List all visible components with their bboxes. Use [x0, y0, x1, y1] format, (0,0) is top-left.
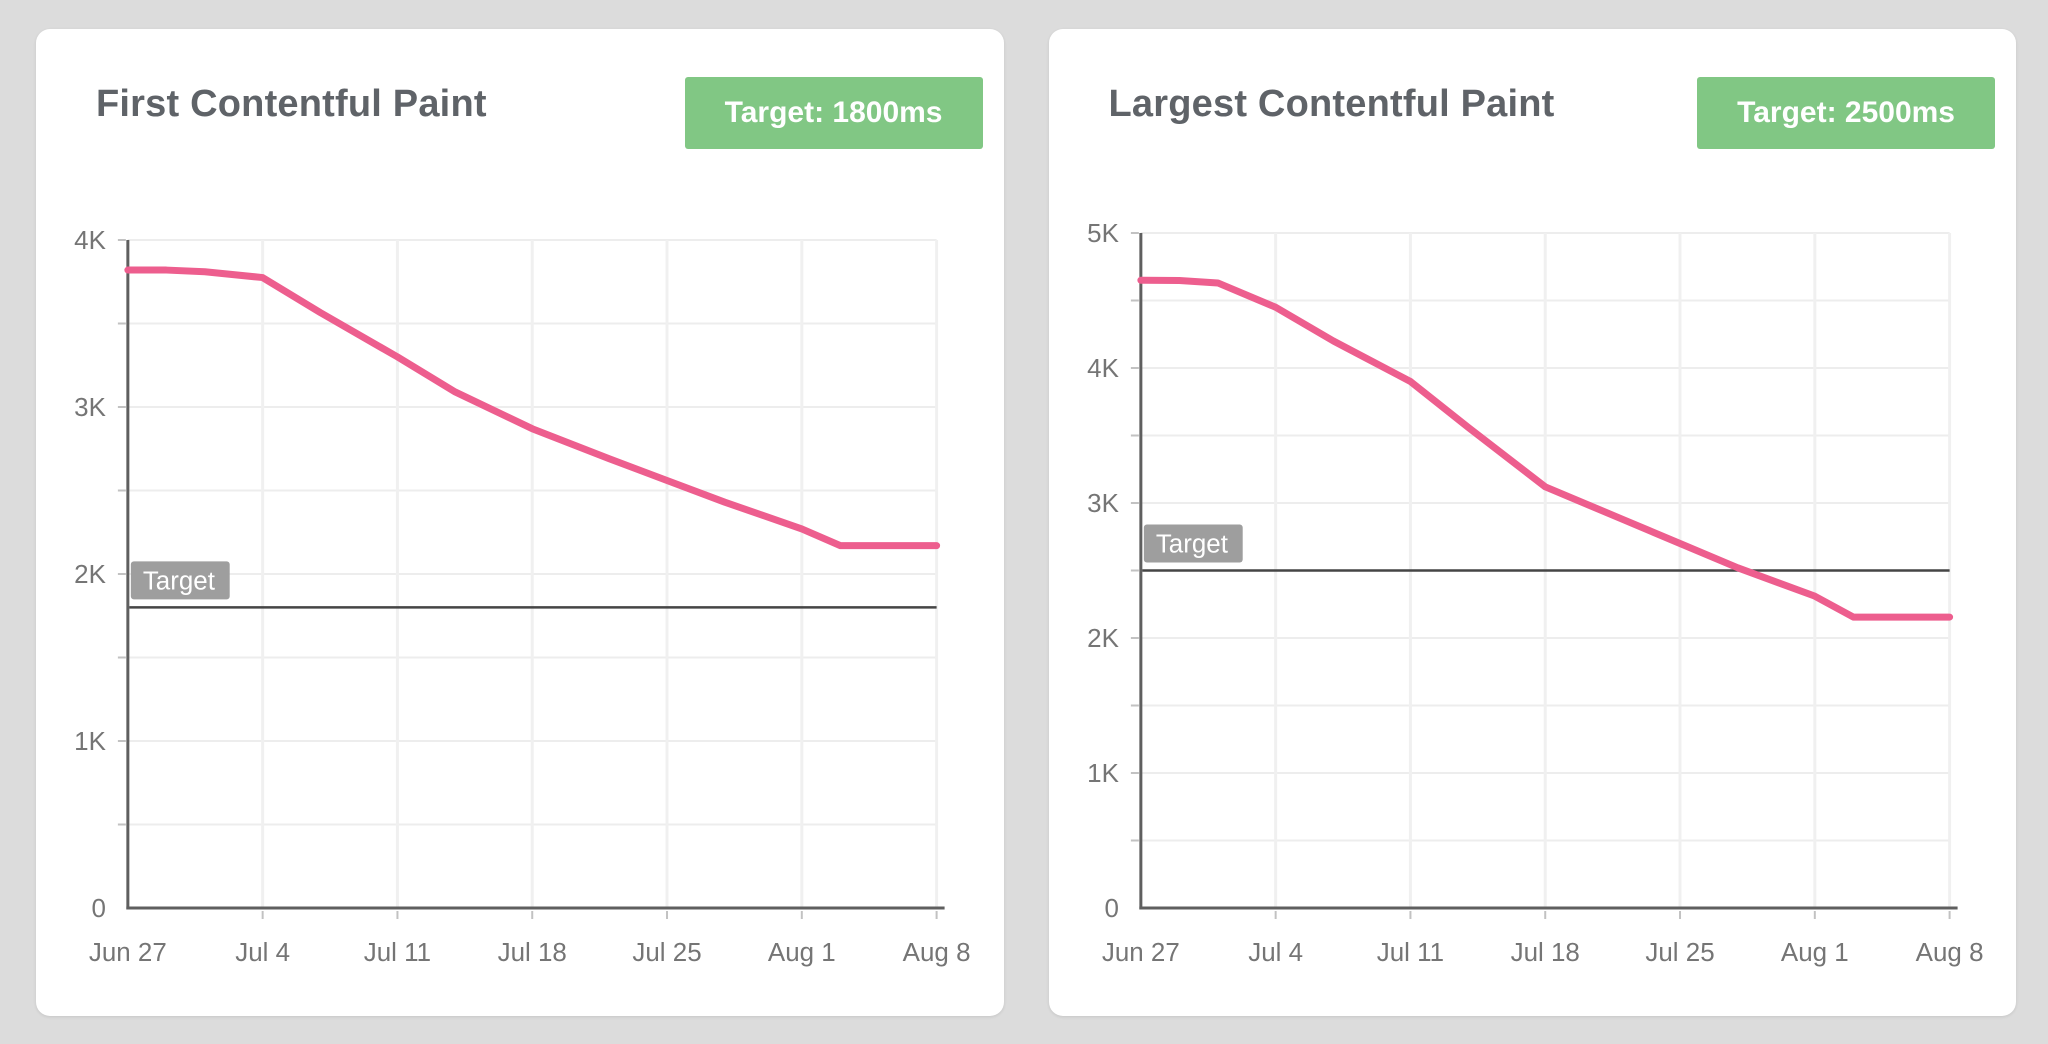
fcp-target-badge: Target: 1800ms	[684, 77, 983, 149]
lcp-line-chart: Target 0 1K 2K 3K 4K 5K Jun 27 Jul 4 Jul 11 Jul 18…	[1049, 29, 2017, 1016]
y-tick-label: 2K	[74, 559, 106, 589]
y-tick-label: 0	[91, 893, 105, 923]
y-tick-label: 3K	[1087, 488, 1119, 518]
x-tick-label: Aug 8	[1915, 937, 1983, 967]
fcp-line-chart: Target 0 1K 2K 3K 4K Jun 27 Jul 4 Jul 11 Jul 18 Ju…	[36, 29, 1004, 1016]
series-line	[1136, 276, 1953, 621]
y-tick-label: 1K	[74, 726, 106, 756]
x-tick-label: Jul 4	[1248, 937, 1303, 967]
lcp-card-header: Largest Contentful Paint Target: 2500ms	[1108, 77, 1995, 149]
fcp-card-title: First Contentful Paint	[96, 83, 487, 125]
fcp-card: First Contentful Paint Target: 1800ms Ta…	[36, 29, 1004, 1016]
target-label: Target	[143, 565, 216, 595]
x-tick-label: Aug 8	[903, 937, 971, 967]
x-tick-label: Jul 11	[1376, 937, 1443, 967]
y-tick-label: 0	[1104, 893, 1118, 923]
target-label-box	[1143, 524, 1243, 563]
x-tick-label: Aug 1	[1780, 937, 1848, 967]
x-tick-label: Jun 27	[89, 937, 167, 967]
target-label: Target	[1155, 528, 1228, 558]
y-tick-label: 2K	[1087, 623, 1119, 653]
x-tick-label: Jul 18	[498, 937, 567, 967]
series-line	[124, 266, 941, 550]
y-tick-label: 3K	[74, 392, 106, 422]
target-label-box	[130, 561, 230, 600]
y-tick-label: 4K	[1087, 353, 1119, 383]
lcp-card-title: Largest Contentful Paint	[1108, 83, 1555, 125]
fcp-card-header: First Contentful Paint Target: 1800ms	[96, 77, 983, 149]
x-tick-label: Jul 25	[1645, 937, 1714, 967]
lcp-chart-svg: Target 0 1K 2K 3K 4K 5K Jun 27 Jul 4 Jul 11 Jul 18…	[1087, 218, 1983, 967]
x-tick-label: Aug 1	[768, 937, 836, 967]
y-tick-label: 1K	[1087, 758, 1119, 788]
lcp-card: Largest Contentful Paint Target: 2500ms …	[1048, 29, 2017, 1016]
x-tick-label: Jun 27	[1101, 937, 1179, 967]
x-tick-label: Jul 25	[632, 937, 701, 967]
y-tick-label: 5K	[1087, 218, 1119, 248]
y-tick-label: 4K	[74, 225, 106, 255]
lcp-target-badge: Target: 2500ms	[1697, 77, 1995, 149]
fcp-chart-svg: Target 0 1K 2K 3K 4K Jun 27 Jul 4 Jul 11 Jul 18 Ju…	[74, 225, 971, 967]
x-tick-label: Jul 11	[364, 937, 431, 967]
x-tick-label: Jul 18	[1510, 937, 1579, 967]
x-tick-label: Jul 4	[235, 937, 290, 967]
